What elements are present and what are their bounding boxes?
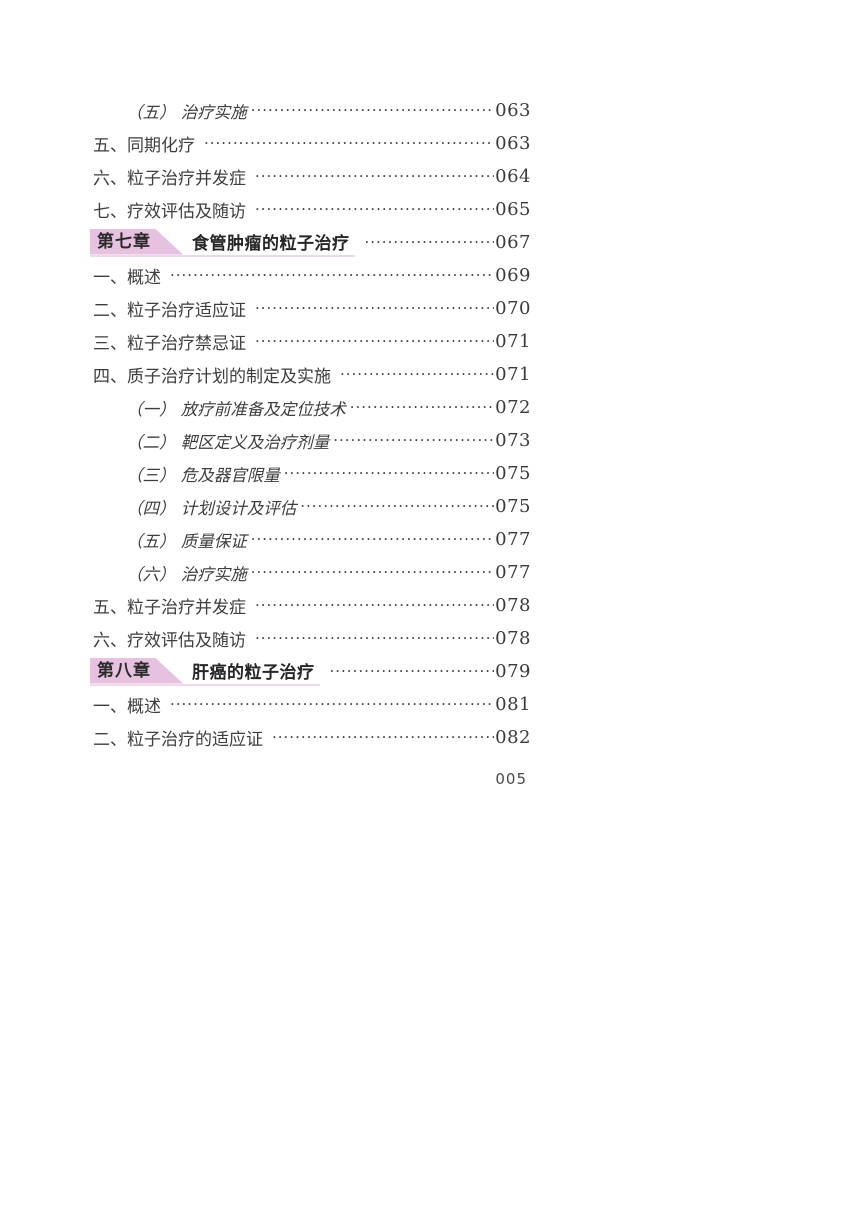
dot-leader: ········································… xyxy=(255,628,494,647)
dot-leader: ········································… xyxy=(170,265,494,284)
toc-page-number: 075 xyxy=(495,496,531,517)
chapter-badge: 第七章 xyxy=(90,229,183,255)
toc-entry-label: （五） 治疗实施 xyxy=(126,102,247,122)
chapter-title: 肝癌的粒子治疗 xyxy=(192,663,315,683)
dot-leader: ········································… xyxy=(255,199,494,218)
toc-page-number: 082 xyxy=(495,727,531,748)
dot-leader: ········································… xyxy=(255,331,494,350)
dot-leader: ········································… xyxy=(255,166,494,185)
toc-row: （一） 放疗前准备及定位技术 ·························… xyxy=(90,391,531,424)
dot-leader: ········································… xyxy=(255,298,494,317)
chapter-title: 食管肿瘤的粒子治疗 xyxy=(192,234,350,254)
toc-page-number: 078 xyxy=(495,595,531,616)
toc-row: 五、同期化疗 ·································… xyxy=(90,127,531,160)
footer-page-number: 005 xyxy=(495,770,527,788)
toc-entry-label: （一） 放疗前准备及定位技术 xyxy=(126,399,346,419)
toc-row: 五、粒子治疗并发症 ······························… xyxy=(90,589,531,622)
dot-leader: ········································… xyxy=(170,694,494,713)
toc-entry-label: 四、质子治疗计划的制定及实施 xyxy=(93,367,331,387)
toc-row: 二、粒子治疗适应证 ······························… xyxy=(90,292,531,325)
toc-page-number: 063 xyxy=(495,100,531,121)
toc-page-number: 077 xyxy=(495,529,531,550)
dot-leader: ········································… xyxy=(255,595,494,614)
toc-row: （四） 计划设计及评估 ····························… xyxy=(90,490,531,523)
toc-entry-label: 一、概述 xyxy=(93,697,161,717)
chapter-heading: 第七章 食管肿瘤的粒子治疗 xyxy=(90,229,355,257)
toc-page-number: 067 xyxy=(495,232,531,253)
dot-leader: ········································… xyxy=(204,133,495,152)
toc-row: （二） 靶区定义及治疗剂量 ··························… xyxy=(90,424,531,457)
toc-entry-label: （四） 计划设计及评估 xyxy=(126,498,297,518)
toc-page-number: 075 xyxy=(495,463,531,484)
dot-leader: ········································… xyxy=(340,364,495,383)
toc-row: （六） 治疗实施 ·······························… xyxy=(90,556,531,589)
toc-entry-label: 六、疗效评估及随访 xyxy=(93,631,246,651)
toc-row: 一、概述 ···································… xyxy=(90,259,531,292)
toc-entry-label: 二、粒子治疗的适应证 xyxy=(93,730,263,750)
toc-entry-label: 一、概述 xyxy=(93,268,161,288)
dot-leader: ········································… xyxy=(364,232,495,251)
toc-page-number: 072 xyxy=(495,397,531,418)
dot-leader: ········································… xyxy=(300,496,495,515)
toc-row: 一、概述 ···································… xyxy=(90,688,531,721)
table-of-contents: （五） 治疗实施 ·······························… xyxy=(90,94,531,754)
toc-chapter-row: 第八章 肝癌的粒子治疗 ····························… xyxy=(90,655,531,688)
dot-leader: ········································… xyxy=(283,463,494,482)
toc-page-number: 071 xyxy=(495,364,531,385)
toc-page-number: 073 xyxy=(495,430,531,451)
toc-page-number: 064 xyxy=(495,166,531,187)
toc-page-number: 077 xyxy=(495,562,531,583)
toc-entry-label: 二、粒子治疗适应证 xyxy=(93,301,246,321)
chapter-badge: 第八章 xyxy=(90,658,183,684)
dot-leader: ········································… xyxy=(250,529,494,548)
toc-entry-label: 三、粒子治疗禁忌证 xyxy=(93,334,246,354)
dot-leader: ········································… xyxy=(250,562,494,581)
toc-entry-label: 五、同期化疗 xyxy=(93,136,195,156)
toc-page-number: 081 xyxy=(495,694,531,715)
toc-chapter-row: 第七章 食管肿瘤的粒子治疗 ··························… xyxy=(90,226,531,259)
toc-page-number: 070 xyxy=(495,298,531,319)
toc-page-number: 065 xyxy=(495,199,531,220)
dot-leader: ········································… xyxy=(333,430,494,449)
dot-leader: ········································… xyxy=(272,727,494,746)
toc-row: 六、粒子治疗并发症 ······························… xyxy=(90,160,531,193)
toc-row: 六、疗效评估及随访 ······························… xyxy=(90,622,531,655)
dot-leader: ········································… xyxy=(250,100,494,119)
dot-leader: ········································… xyxy=(349,397,495,416)
dot-leader: ········································… xyxy=(329,661,495,680)
toc-row: 二、粒子治疗的适应证 ·····························… xyxy=(90,721,531,754)
toc-entry-label: 五、粒子治疗并发症 xyxy=(93,598,246,618)
toc-page-number: 063 xyxy=(495,133,531,154)
toc-row: 七、疗效评估及随访 ······························… xyxy=(90,193,531,226)
toc-row: （五） 质量保证 ·······························… xyxy=(90,523,531,556)
toc-entry-label: 七、疗效评估及随访 xyxy=(93,202,246,222)
toc-page-number: 078 xyxy=(495,628,531,649)
toc-entry-label: 六、粒子治疗并发症 xyxy=(93,169,246,189)
toc-page-number: 069 xyxy=(495,265,531,286)
toc-page-number: 071 xyxy=(495,331,531,352)
toc-row: （三） 危及器官限量 ·····························… xyxy=(90,457,531,490)
toc-entry-label: （五） 质量保证 xyxy=(126,531,247,551)
toc-page-number: 079 xyxy=(495,661,531,682)
chapter-heading: 第八章 肝癌的粒子治疗 xyxy=(90,658,320,686)
toc-row: 四、质子治疗计划的制定及实施 ·························… xyxy=(90,358,531,391)
toc-entry-label: （三） 危及器官限量 xyxy=(126,465,280,485)
toc-entry-label: （六） 治疗实施 xyxy=(126,564,247,584)
toc-entry-label: （二） 靶区定义及治疗剂量 xyxy=(126,432,330,452)
toc-row: （五） 治疗实施 ·······························… xyxy=(90,94,531,127)
toc-row: 三、粒子治疗禁忌证 ······························… xyxy=(90,325,531,358)
